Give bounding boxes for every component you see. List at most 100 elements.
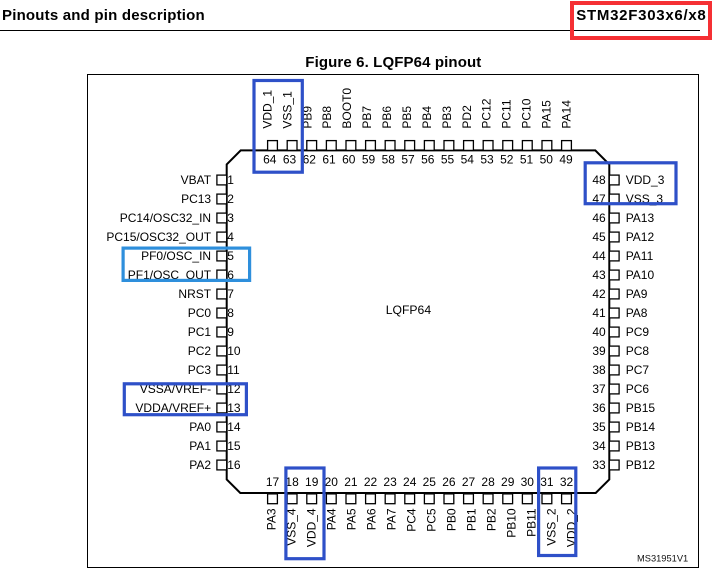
svg-text:54: 54 [461,152,475,166]
svg-text:PA8: PA8 [626,306,648,320]
svg-text:32: 32 [560,475,574,489]
svg-text:PA9: PA9 [626,287,648,301]
svg-text:3: 3 [227,211,234,225]
svg-text:61: 61 [322,152,336,166]
svg-text:PC11: PC11 [500,99,514,128]
svg-text:5: 5 [227,249,234,263]
svg-text:15: 15 [227,439,241,453]
svg-text:34: 34 [592,439,606,453]
svg-text:9: 9 [227,325,234,339]
svg-text:21: 21 [344,475,358,489]
svg-text:NRST: NRST [178,287,211,301]
svg-text:PA0: PA0 [189,420,211,434]
svg-text:VDDA/VREF+: VDDA/VREF+ [135,401,211,415]
svg-text:37: 37 [592,382,606,396]
svg-text:49: 49 [559,152,573,166]
svg-text:27: 27 [462,475,476,489]
svg-text:41: 41 [592,306,606,320]
svg-text:53: 53 [480,152,494,166]
svg-text:PD2: PD2 [460,105,474,129]
svg-text:PB2: PB2 [485,508,499,531]
svg-text:44: 44 [592,249,606,263]
svg-text:PC9: PC9 [626,325,650,339]
svg-text:39: 39 [592,344,606,358]
svg-text:VDD_3: VDD_3 [626,173,665,187]
svg-text:PC6: PC6 [626,382,650,396]
svg-text:PA1: PA1 [189,439,211,453]
svg-text:PB12: PB12 [626,458,656,472]
svg-text:PA4: PA4 [325,508,339,530]
svg-text:VBAT: VBAT [181,173,212,187]
svg-text:PA6: PA6 [365,508,379,530]
svg-text:BOOT0: BOOT0 [340,88,354,129]
svg-text:52: 52 [500,152,514,166]
svg-text:20: 20 [325,475,339,489]
svg-text:PC4: PC4 [405,508,419,532]
svg-text:24: 24 [403,475,417,489]
svg-text:59: 59 [362,152,376,166]
svg-text:PB13: PB13 [626,439,656,453]
svg-text:26: 26 [442,475,456,489]
svg-text:PA13: PA13 [626,211,655,225]
svg-text:17: 17 [266,475,280,489]
svg-text:PB11: PB11 [525,508,539,537]
svg-text:48: 48 [592,173,606,187]
svg-text:58: 58 [382,152,396,166]
svg-text:12: 12 [227,382,241,396]
svg-text:PB1: PB1 [465,508,479,531]
svg-text:PB10: PB10 [505,508,519,538]
svg-text:29: 29 [501,475,515,489]
svg-text:25: 25 [423,475,437,489]
svg-text:22: 22 [364,475,378,489]
svg-text:VSSA/VREF-: VSSA/VREF- [140,382,211,396]
svg-text:PC10: PC10 [520,98,534,128]
svg-text:45: 45 [592,230,606,244]
svg-text:PC12: PC12 [480,98,494,128]
svg-text:PC8: PC8 [626,344,650,358]
svg-text:PC5: PC5 [425,508,439,532]
svg-text:62: 62 [303,152,317,166]
svg-text:PA7: PA7 [385,508,399,530]
svg-text:PB15: PB15 [626,401,656,415]
svg-text:28: 28 [481,475,495,489]
svg-text:PA12: PA12 [626,230,655,244]
svg-text:13: 13 [227,401,241,415]
svg-text:36: 36 [592,401,606,415]
svg-text:55: 55 [441,152,455,166]
svg-text:6: 6 [227,268,234,282]
svg-text:18: 18 [285,475,299,489]
svg-text:11: 11 [227,363,240,377]
svg-text:35: 35 [592,420,606,434]
svg-text:42: 42 [592,287,606,301]
svg-text:23: 23 [383,475,397,489]
svg-text:PB0: PB0 [445,508,459,531]
svg-text:38: 38 [592,363,606,377]
svg-text:PC1: PC1 [188,325,212,339]
svg-text:46: 46 [592,211,606,225]
svg-text:PA10: PA10 [626,268,655,282]
svg-text:40: 40 [592,325,606,339]
svg-text:LQFP64: LQFP64 [386,303,432,317]
svg-text:VDD_4: VDD_4 [305,508,319,547]
svg-text:PC14/OSC32_IN: PC14/OSC32_IN [120,211,211,225]
svg-text:63: 63 [283,152,297,166]
svg-text:PC3: PC3 [188,363,212,377]
svg-text:31: 31 [540,475,554,489]
svg-text:60: 60 [342,152,356,166]
svg-text:19: 19 [305,475,319,489]
svg-text:VSS_4: VSS_4 [285,508,299,546]
svg-text:PC7: PC7 [626,363,650,377]
svg-text:50: 50 [540,152,554,166]
svg-text:PA2: PA2 [189,458,211,472]
svg-text:PB5: PB5 [400,106,414,129]
svg-text:7: 7 [227,287,234,301]
svg-text:PB8: PB8 [320,106,334,129]
svg-text:VDD_1: VDD_1 [260,90,274,129]
svg-text:PB4: PB4 [420,106,434,129]
svg-text:PB14: PB14 [626,420,656,434]
svg-text:16: 16 [227,458,241,472]
svg-text:4: 4 [227,230,234,244]
svg-text:1: 1 [227,173,234,187]
svg-text:30: 30 [521,475,535,489]
svg-text:PA3: PA3 [265,508,279,530]
